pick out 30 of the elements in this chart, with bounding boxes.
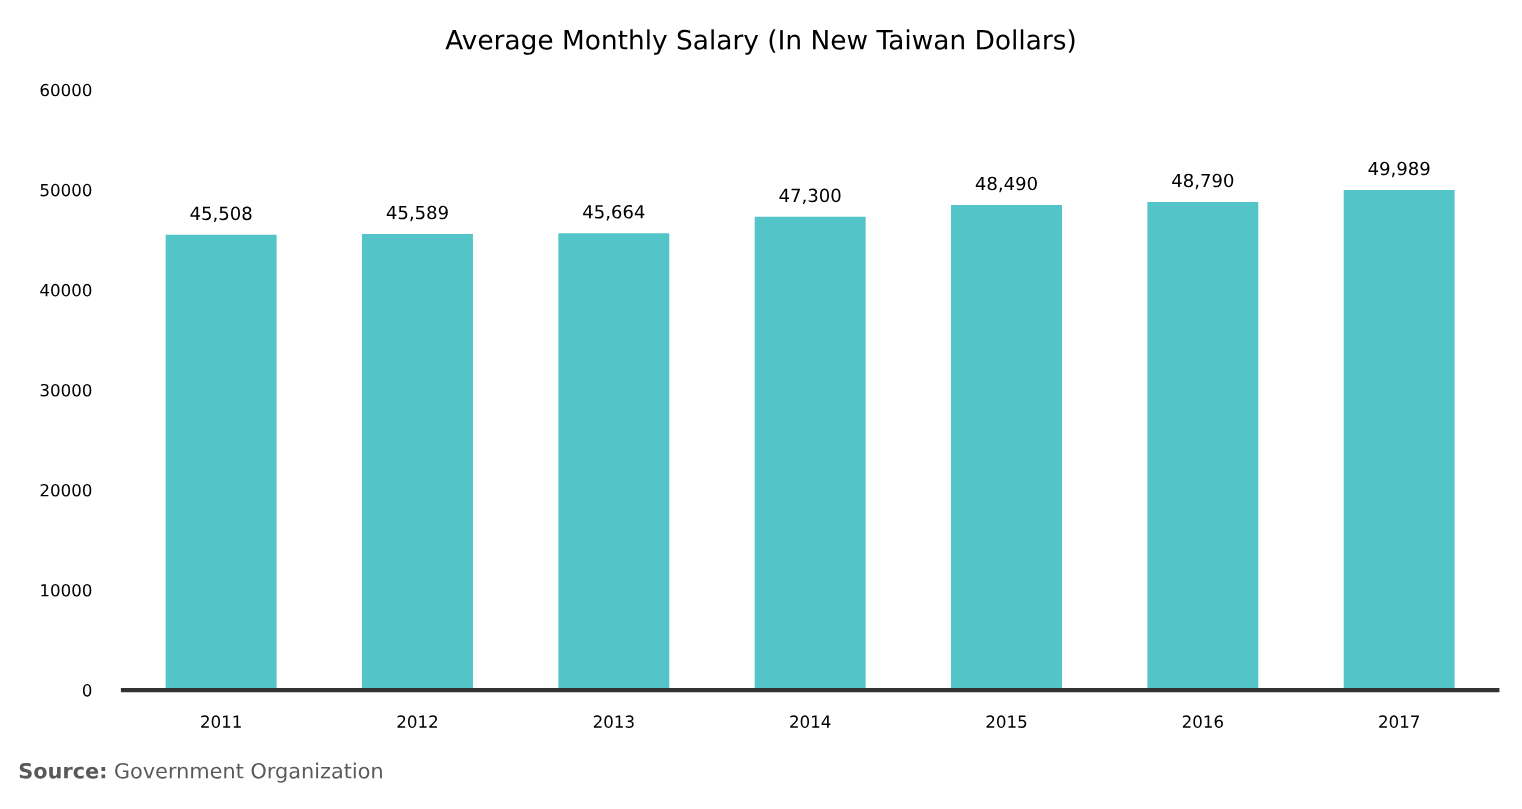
data-label: 49,989 xyxy=(1368,161,1430,178)
x-tick-label: 2014 xyxy=(790,715,831,728)
bar xyxy=(558,233,670,691)
bar xyxy=(362,233,473,691)
x-tick-label: 2016 xyxy=(1182,715,1223,728)
x-tick-label: 2013 xyxy=(593,715,634,728)
y-tick-label: 20000 xyxy=(40,483,92,497)
bar xyxy=(1147,201,1259,691)
data-label: 48,490 xyxy=(975,176,1037,193)
bar xyxy=(165,234,277,691)
y-tick-label: 40000 xyxy=(40,283,92,297)
data-label: 47,300 xyxy=(779,188,841,205)
bar xyxy=(951,204,1062,691)
data-label: 45,664 xyxy=(583,204,645,221)
data-label: 45,508 xyxy=(190,206,252,223)
bar xyxy=(1343,189,1455,691)
x-tick-label: 2017 xyxy=(1379,715,1419,728)
chart-title: Average Monthly Salary (In New Taiwan Dollars) xyxy=(445,29,1075,55)
bar xyxy=(754,216,866,691)
y-tick-label: 60000 xyxy=(40,83,92,97)
data-label: 45,589 xyxy=(386,205,448,222)
data-label: 48,790 xyxy=(1172,173,1234,190)
x-tick-label: 2011 xyxy=(201,715,241,728)
source-note: Source: Government Organization xyxy=(19,762,382,783)
x-tick-label: 2015 xyxy=(986,715,1027,728)
y-tick-label: 0 xyxy=(82,684,92,697)
x-tick-label: 2012 xyxy=(397,715,438,728)
y-tick-label: 30000 xyxy=(40,383,92,397)
y-tick-label: 10000 xyxy=(41,583,92,597)
y-tick-label: 50000 xyxy=(40,183,92,197)
